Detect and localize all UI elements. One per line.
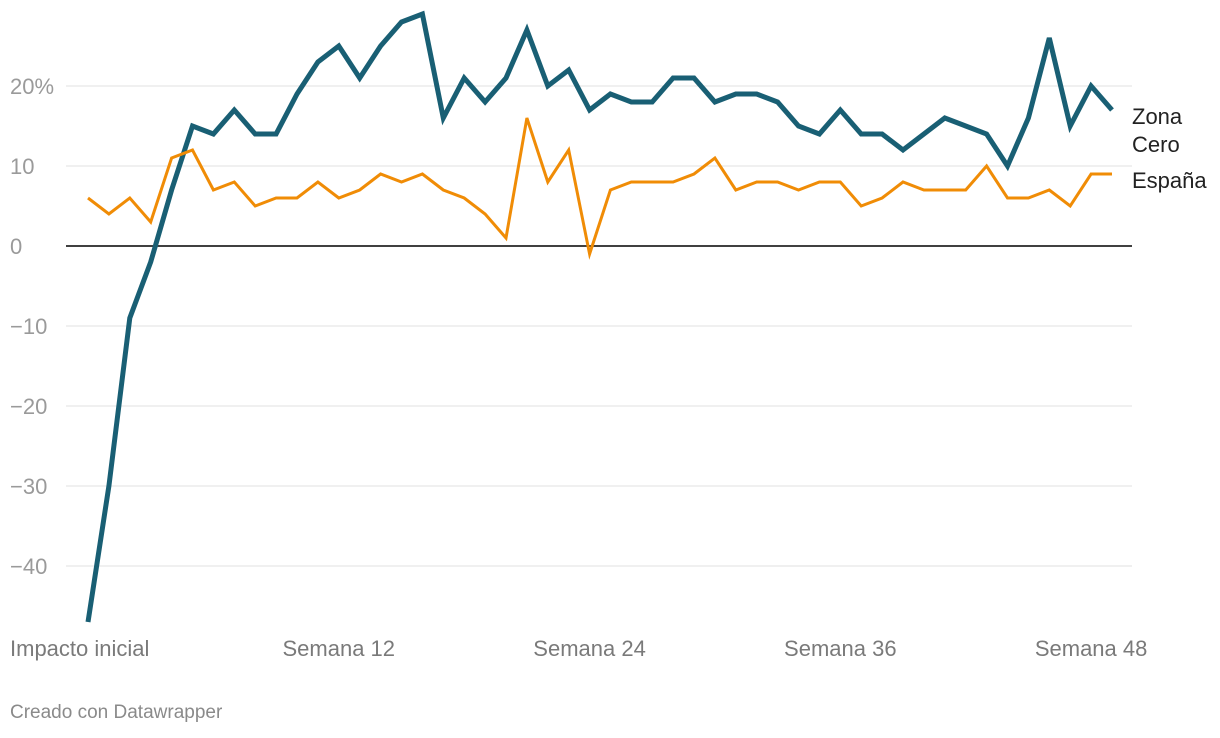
series-line-espana (87, 117, 1112, 260)
x-tick-label: Semana 24 (533, 636, 646, 661)
series-label: Cero (1132, 132, 1180, 157)
x-axis-ticks: Impacto inicial Semana 12 Semana 24 Semana … (10, 636, 1147, 661)
y-tick-label: 10 (10, 154, 34, 179)
y-tick-label: 20% (10, 74, 54, 99)
y-tick-label: −40 (10, 554, 47, 579)
credit-text: Creado con Datawrapper (10, 702, 223, 723)
y-axis-ticks: 20% 10 0 −10 −20 −30 −40 (10, 74, 54, 579)
y-tick-label: −20 (10, 394, 47, 419)
y-tick-label: −10 (10, 314, 47, 339)
series-line-zona-cero (85, 10, 1114, 623)
x-tick-label: Impacto inicial (10, 636, 149, 661)
y-tick-label: −30 (10, 474, 47, 499)
gridlines (66, 85, 1132, 567)
x-tick-label: Semana 48 (1035, 636, 1148, 661)
x-tick-label: Semana 36 (784, 636, 897, 661)
series-lines (85, 10, 1114, 623)
series-labels: Zona Cero España (1132, 104, 1207, 193)
x-tick-label: Semana 12 (283, 636, 396, 661)
series-label: Zona (1132, 104, 1183, 129)
series-label: España (1132, 168, 1207, 193)
y-tick-label: 0 (10, 234, 22, 259)
